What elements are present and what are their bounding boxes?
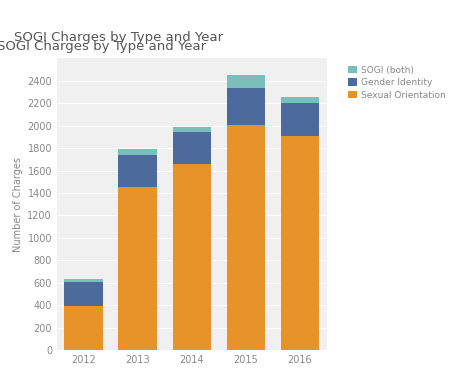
- Bar: [173, 127, 211, 132]
- Y-axis label: Number of Charges: Number of Charges: [13, 157, 23, 252]
- Text: SOGI Charges by Type and Year: SOGI Charges by Type and Year: [0, 40, 207, 53]
- Bar: [118, 156, 157, 187]
- Bar: [281, 136, 319, 350]
- Bar: [227, 75, 265, 88]
- Bar: [281, 97, 319, 103]
- Bar: [118, 149, 157, 156]
- Bar: [173, 132, 211, 165]
- Bar: [64, 307, 103, 350]
- Bar: [281, 103, 319, 136]
- Legend: SOGI (both), Gender Identity, Sexual Orientation: SOGI (both), Gender Identity, Sexual Ori…: [345, 63, 449, 103]
- Bar: [227, 125, 265, 350]
- Bar: [173, 165, 211, 350]
- Bar: [118, 187, 157, 350]
- Bar: [64, 279, 103, 282]
- Text: SOGI Charges by Type and Year: SOGI Charges by Type and Year: [14, 31, 223, 44]
- Bar: [227, 88, 265, 125]
- Bar: [64, 282, 103, 307]
